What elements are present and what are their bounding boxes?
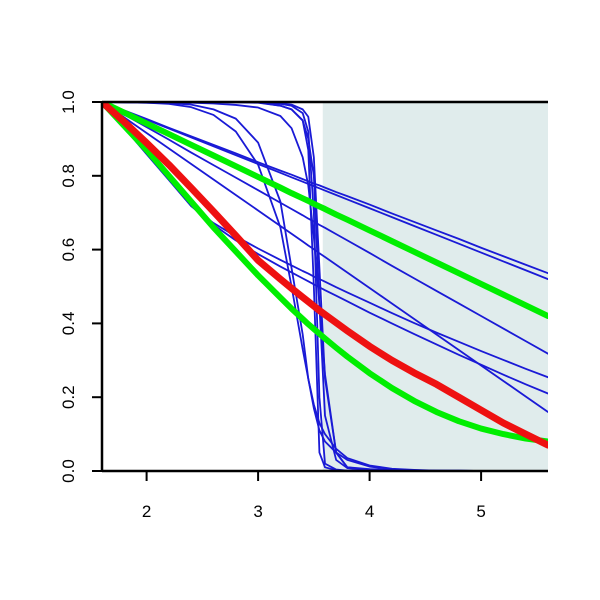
x-tick-label: 2 bbox=[142, 502, 151, 521]
series-line-thin-9 bbox=[102, 102, 548, 471]
x-tick-label: 5 bbox=[476, 502, 485, 521]
y-tick-label: 0.6 bbox=[59, 238, 78, 262]
series-line-thin-0 bbox=[102, 102, 548, 275]
series-line-thin-1 bbox=[102, 102, 548, 281]
series-line-green-14 bbox=[102, 102, 548, 445]
x-ticks: 2 3 4 5 bbox=[142, 471, 486, 521]
y-tick-label: 0.8 bbox=[59, 164, 78, 188]
series-line-red-15 bbox=[102, 102, 548, 449]
y-ticks: 0.0 0.2 0.4 0.6 0.8 1.0 bbox=[59, 90, 102, 483]
series-layer bbox=[102, 102, 548, 471]
series-line-thin-12 bbox=[102, 102, 548, 471]
shaded-region bbox=[322, 102, 548, 471]
y-tick-label: 1.0 bbox=[59, 90, 78, 114]
series-line-thin-11 bbox=[102, 102, 548, 471]
y-tick-label: 0.0 bbox=[59, 459, 78, 483]
x-tick-label: 4 bbox=[365, 502, 374, 521]
y-tick-label: 0.4 bbox=[59, 312, 78, 336]
x-tick-label: 3 bbox=[253, 502, 262, 521]
series-line-green-13 bbox=[102, 102, 548, 320]
y-tick-label: 0.2 bbox=[59, 385, 78, 409]
